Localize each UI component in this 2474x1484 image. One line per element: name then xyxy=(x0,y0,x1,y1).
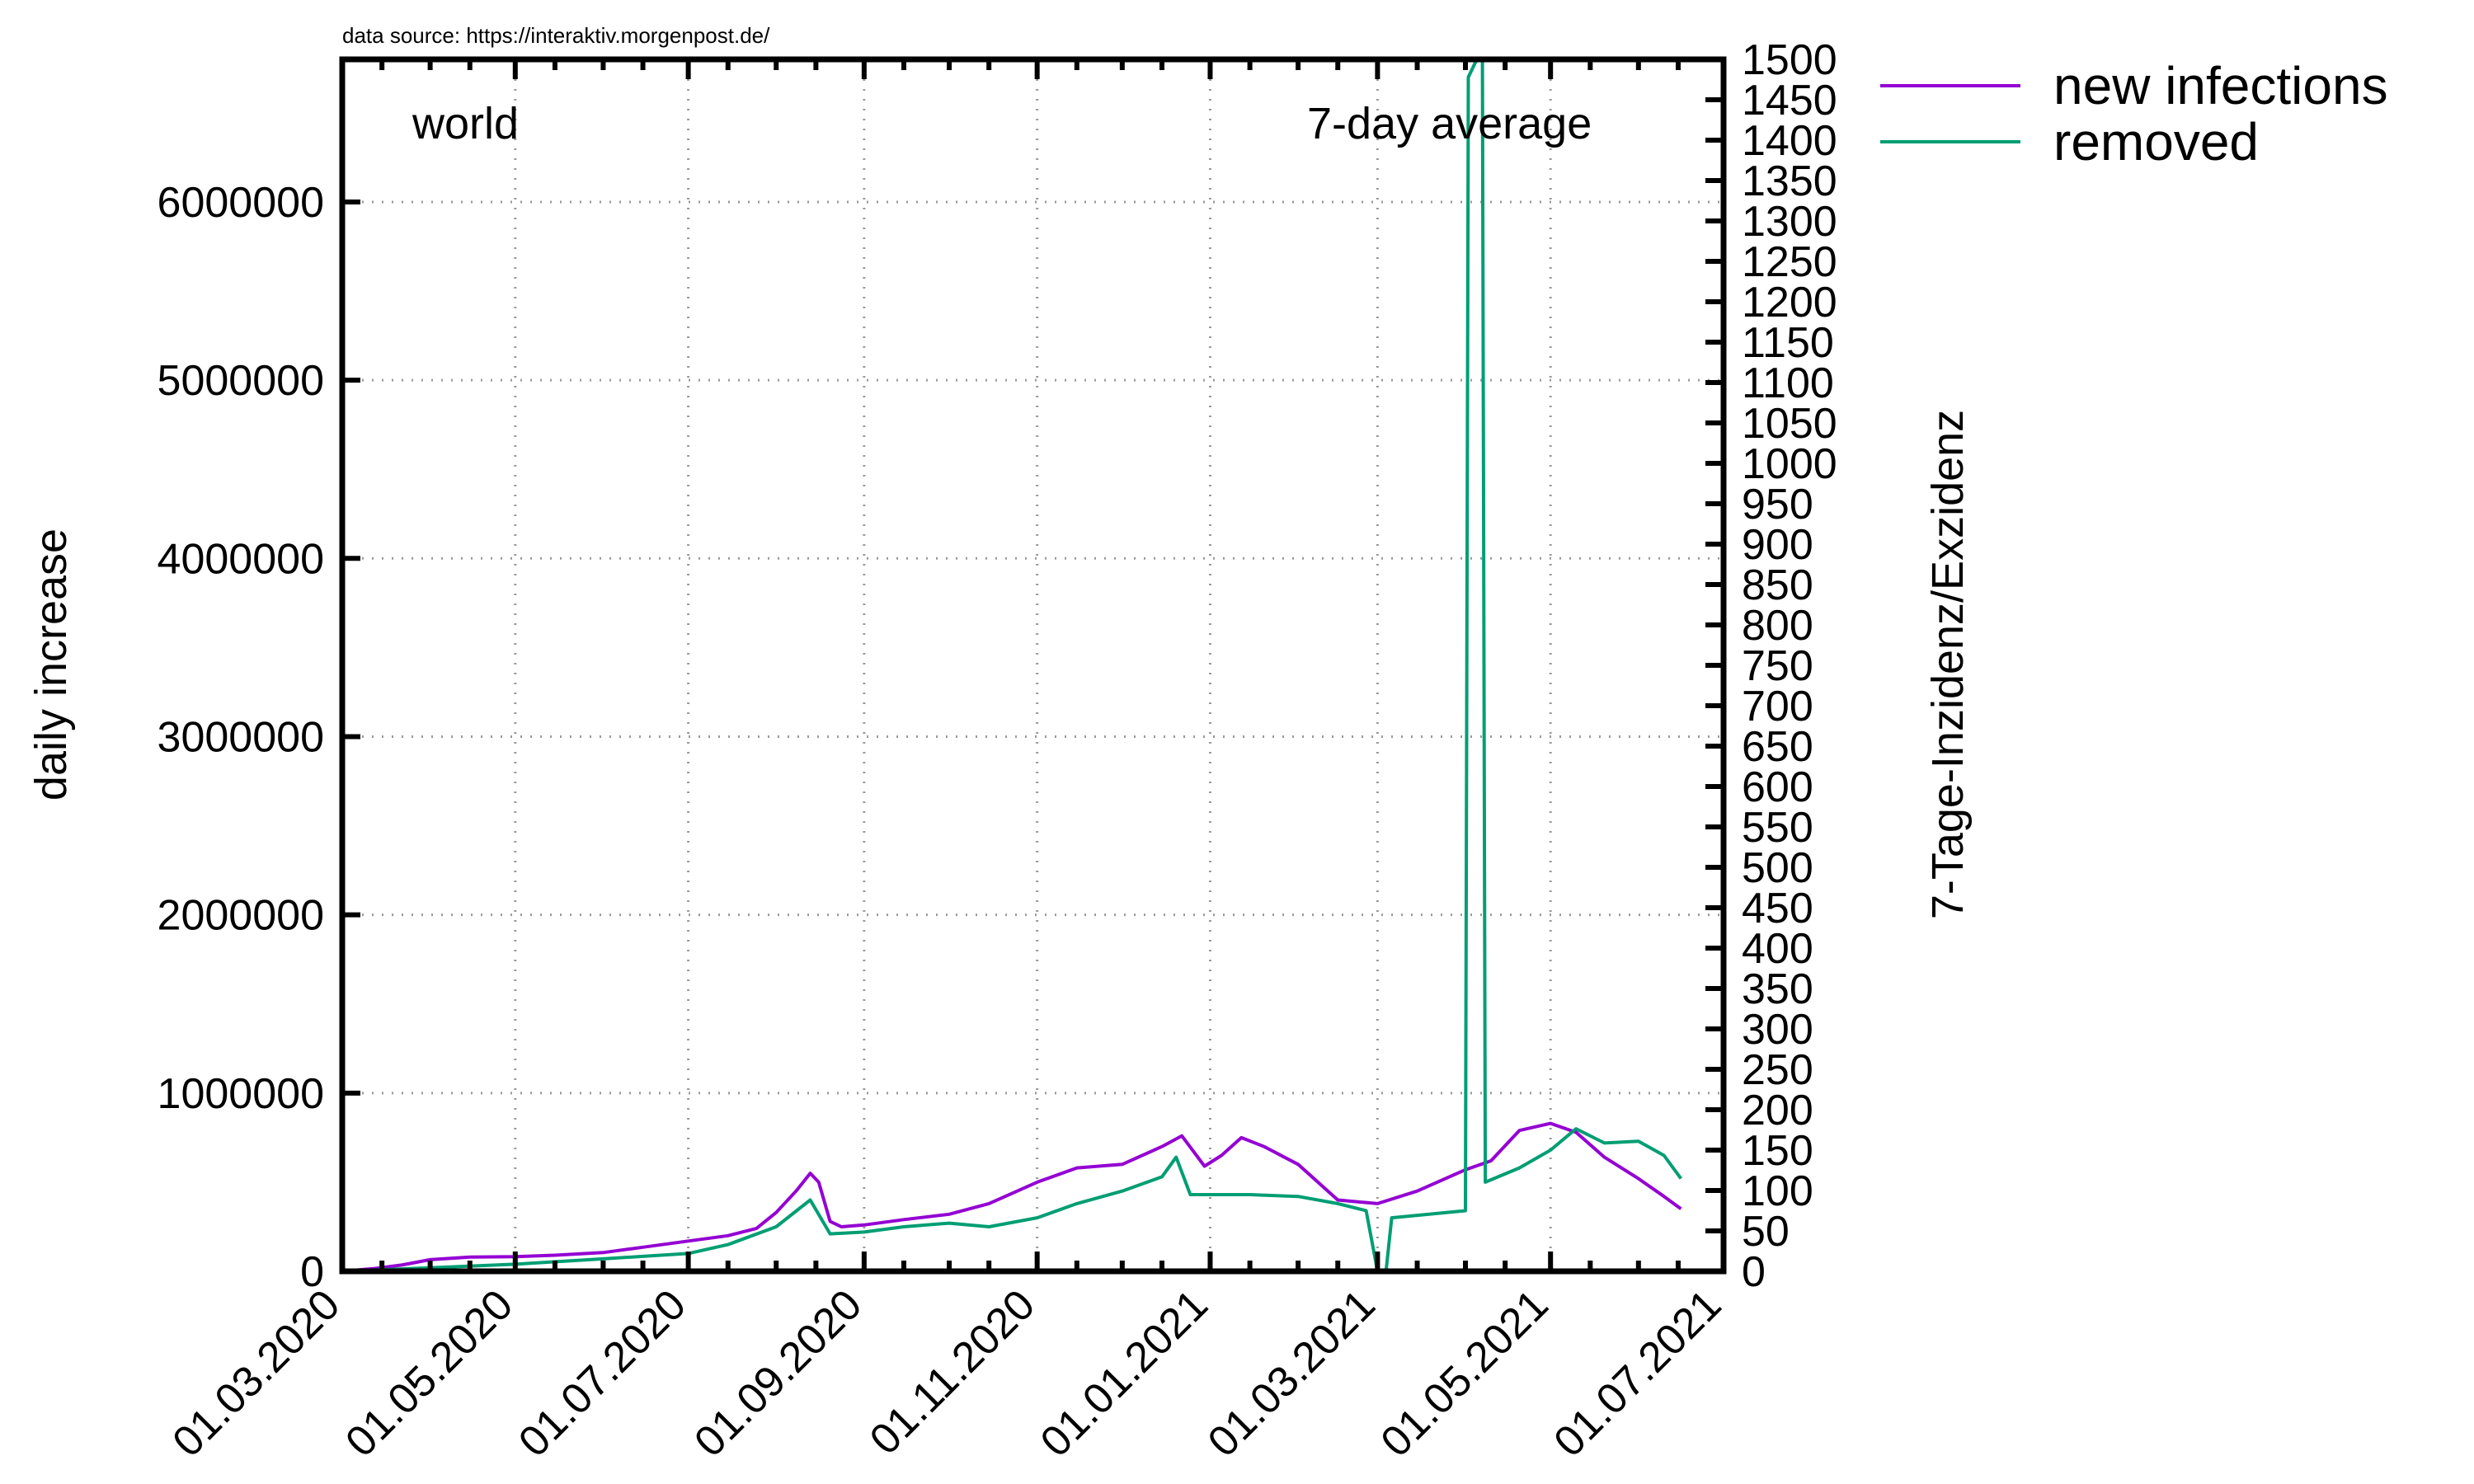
y-tick-label: 6000000 xyxy=(158,179,324,227)
x-tick-label: 01.05.2021 xyxy=(1372,1280,1558,1466)
x-tick-label: 01.11.2020 xyxy=(861,1280,1044,1463)
y2-tick-label: 1150 xyxy=(1742,319,1834,367)
y-tick-label: 3000000 xyxy=(158,713,324,761)
y2-tick-label: 1300 xyxy=(1742,198,1837,246)
legend-label: new infections xyxy=(2053,56,2388,115)
y2-tick-label: 150 xyxy=(1742,1127,1813,1175)
y2-tick-label: 100 xyxy=(1742,1167,1813,1215)
y-tick-label: 4000000 xyxy=(158,535,324,583)
y2-tick-label: 1500 xyxy=(1742,36,1837,84)
x-tick-label: 01.03.2020 xyxy=(163,1280,349,1466)
y2-tick-label: 450 xyxy=(1742,885,1813,932)
y2-tick-label: 1050 xyxy=(1742,400,1837,448)
y2-tick-label: 750 xyxy=(1742,642,1813,690)
y2-tick-label: 600 xyxy=(1742,763,1813,811)
y2-tick-label: 500 xyxy=(1742,844,1813,892)
y2-axis-label: 7-Tage-Inzidenz/Exzidenz xyxy=(1923,410,1973,919)
series-line-new-infections xyxy=(341,1121,1682,1273)
y2-tick-label: 50 xyxy=(1742,1208,1790,1256)
y2-tick-label: 1450 xyxy=(1742,77,1837,124)
y2-tick-label: 400 xyxy=(1742,925,1813,973)
data-source-note: data source: https://interaktiv.morgenpo… xyxy=(342,23,770,48)
y2-tick-label: 650 xyxy=(1742,723,1813,771)
y-tick-label: 5000000 xyxy=(158,357,324,405)
plot-frame xyxy=(339,56,1727,1275)
y-axis-label: daily increase xyxy=(26,528,76,801)
y2-tick-label: 1350 xyxy=(1742,157,1837,205)
y-tick-label: 0 xyxy=(300,1248,324,1296)
y2-tick-label: 550 xyxy=(1742,804,1813,852)
chart-subtitle: 7-day average xyxy=(1307,99,1592,148)
y2-tick-label: 850 xyxy=(1742,561,1813,609)
y2-tick-label: 1200 xyxy=(1742,279,1837,326)
y2-tick-label: 950 xyxy=(1742,481,1813,528)
y2-tick-label: 200 xyxy=(1742,1087,1813,1134)
x-tick-label: 01.03.2021 xyxy=(1199,1280,1385,1466)
y2-tick-label: 1400 xyxy=(1742,117,1837,165)
axis-ticks: 0100000020000003000000400000050000006000… xyxy=(158,36,1837,1467)
y2-tick-label: 700 xyxy=(1742,683,1813,730)
y-tick-label: 2000000 xyxy=(158,892,324,940)
x-tick-label: 01.07.2020 xyxy=(510,1280,695,1466)
y-tick-label: 1000000 xyxy=(158,1070,324,1118)
x-tick-label: 01.05.2020 xyxy=(336,1280,522,1466)
y2-tick-label: 0 xyxy=(1742,1248,1766,1296)
x-tick-label: 01.01.2021 xyxy=(1032,1280,1217,1466)
x-tick-label: 01.09.2020 xyxy=(685,1280,871,1466)
y2-tick-label: 1000 xyxy=(1742,440,1837,488)
y2-tick-label: 800 xyxy=(1742,602,1813,650)
x-tick-label: 01.07.2021 xyxy=(1545,1280,1730,1466)
data-lines xyxy=(341,58,1683,1273)
y2-tick-label: 250 xyxy=(1742,1046,1813,1094)
chart-title: world xyxy=(412,99,519,148)
grid xyxy=(342,59,1724,1271)
y2-tick-label: 1250 xyxy=(1742,238,1837,286)
y2-tick-label: 350 xyxy=(1742,965,1813,1013)
y2-tick-label: 300 xyxy=(1742,1006,1813,1054)
series-line-removed xyxy=(341,58,1683,1273)
legend-label: removed xyxy=(2053,112,2259,171)
y2-tick-label: 900 xyxy=(1742,521,1813,569)
y2-tick-label: 1100 xyxy=(1742,359,1834,407)
